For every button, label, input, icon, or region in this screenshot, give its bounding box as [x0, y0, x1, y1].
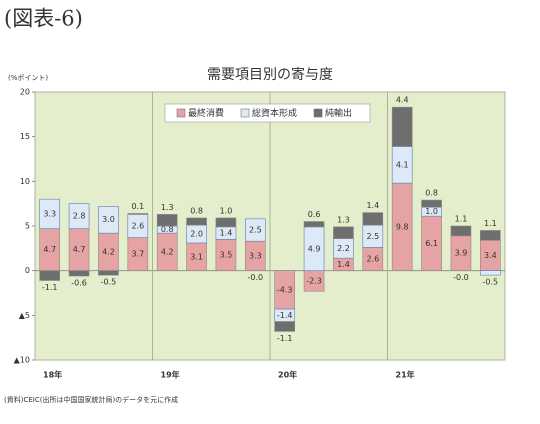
bar-segment: [215, 217, 237, 228]
data-label: 0.8: [425, 189, 438, 198]
data-label: 4.1: [396, 160, 409, 169]
data-label: 4.7: [43, 245, 56, 254]
data-label: 1.3: [161, 203, 174, 212]
legend-swatch: [176, 108, 186, 118]
y-tick-label: ▲10: [14, 356, 30, 365]
legend-label: 最終消費: [188, 107, 224, 119]
legend-swatch: [240, 108, 250, 118]
bar-segment: [362, 212, 384, 226]
data-label: 2.2: [337, 244, 350, 253]
y-tick-label: 5: [25, 222, 30, 231]
bar-segment: [421, 199, 442, 208]
data-label: -0.6: [71, 279, 87, 288]
data-label: -4.3: [277, 285, 293, 294]
data-label: 1.0: [220, 206, 233, 215]
data-label: 1.4: [366, 201, 379, 210]
data-label: 4.2: [161, 247, 174, 256]
data-label: 6.1: [425, 239, 438, 248]
data-label: 3.1: [190, 252, 203, 261]
data-label: 9.8: [396, 222, 409, 231]
bar-segment: [245, 218, 266, 242]
data-label: 1.4: [337, 260, 350, 269]
data-label: 4.4: [396, 96, 409, 105]
legend-box: [164, 103, 371, 123]
bar-segment: [186, 217, 207, 226]
data-label: 3.3: [43, 209, 56, 218]
data-label: 0.1: [131, 202, 144, 211]
data-label: 4.7: [73, 245, 86, 254]
data-label: 1.3: [337, 215, 350, 224]
x-tick-label: 19年: [161, 370, 180, 380]
y-tick-label: 10: [20, 177, 30, 186]
data-label: 1.0: [425, 207, 438, 216]
data-label: 3.9: [455, 249, 468, 258]
data-label: -0.0: [453, 273, 469, 282]
data-label: 3.4: [484, 251, 497, 260]
data-label: -1.1: [42, 283, 58, 292]
bar-segment: [450, 225, 472, 237]
data-label: 3.0: [102, 215, 115, 224]
bar-segment: [39, 270, 60, 281]
x-tick-label: 20年: [278, 370, 297, 380]
legend-label: 純輸出: [325, 107, 352, 119]
bar-segment: [68, 270, 90, 277]
y-tick-label: 20: [20, 88, 30, 97]
bar-segment: [98, 206, 119, 234]
source-note: (資料)CEIC(出所は中国国家統計局)のデータを元に作成: [4, 395, 178, 404]
figure-label: (図表-6): [4, 7, 83, 31]
x-tick-label: 21年: [396, 370, 415, 380]
bar-segment: [333, 226, 354, 239]
data-label: 4.2: [102, 247, 115, 256]
data-label: -0.5: [483, 278, 499, 287]
data-label: 3.3: [249, 251, 262, 260]
x-tick-label: 18年: [43, 370, 62, 380]
data-label: 4.9: [308, 244, 321, 253]
bar-segment: [98, 270, 119, 276]
data-label: -2.3: [306, 276, 322, 285]
data-label: 3.7: [131, 250, 144, 259]
data-label: 3.5: [220, 251, 233, 260]
data-label: 0.6: [308, 210, 321, 219]
bar-segment: [480, 270, 501, 276]
data-label: -1.4: [277, 311, 293, 320]
data-label: 1.4: [220, 229, 233, 238]
legend-label: 総資本形成: [252, 107, 297, 119]
data-label: 1.1: [455, 215, 468, 224]
data-label: -0.5: [101, 278, 117, 287]
data-label: -0.0: [248, 273, 264, 282]
bar-segment: [68, 203, 90, 229]
data-label: 0.8: [161, 225, 174, 234]
chart-title: 需要項目別の寄与度: [207, 66, 333, 83]
bar-segment: [127, 213, 149, 215]
bar-segment: [156, 214, 178, 227]
data-label: 2.0: [190, 230, 203, 239]
bar-segment: [39, 198, 60, 229]
data-label: 0.8: [190, 206, 203, 215]
y-tick-label: 15: [20, 132, 30, 141]
bar-segment: [274, 321, 295, 332]
legend-swatch: [313, 108, 323, 118]
y-tick-label: ▲5: [19, 311, 30, 320]
bar-segment: [391, 106, 413, 147]
data-label: 2.6: [131, 222, 144, 231]
data-label: -1.1: [277, 334, 293, 343]
data-label: 2.5: [249, 226, 262, 235]
data-label: 2.6: [366, 255, 379, 264]
bar-segment: [303, 221, 325, 228]
y-tick-label: 0: [25, 266, 30, 275]
bar-segment: [480, 230, 501, 241]
data-label: 2.8: [73, 212, 86, 221]
data-label: 1.1: [484, 219, 497, 228]
data-label: 2.5: [366, 232, 379, 241]
y-axis-label: (%ポイント): [8, 74, 48, 82]
